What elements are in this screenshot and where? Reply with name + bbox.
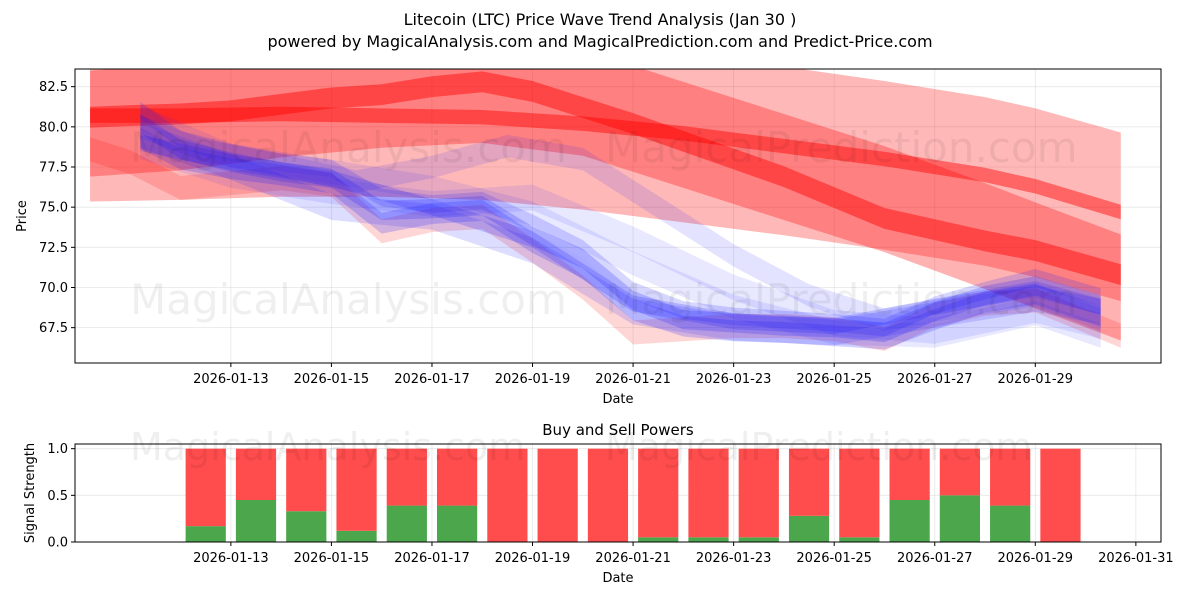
buy-bar bbox=[235, 500, 277, 542]
price-x-axis-label: Date bbox=[602, 392, 633, 407]
price-plot-area bbox=[75, 69, 1161, 363]
price-y-axis-label: Price bbox=[15, 200, 30, 232]
watermark-left-lower: MagicalAnalysis.com bbox=[130, 275, 567, 324]
sell-bar bbox=[738, 448, 779, 538]
sell-bar bbox=[688, 448, 729, 538]
sell-wave-band bbox=[90, 106, 1121, 220]
price-axis-ticks: 2026-01-13 2026-01-15 2026-01-17 2026-01-19… bbox=[39, 80, 1073, 387]
bar-x-tick-label: 2026-01-31 bbox=[1098, 551, 1174, 566]
buy-bar bbox=[386, 505, 427, 542]
buy-wave-band bbox=[140, 122, 1101, 346]
buy-bar bbox=[738, 537, 779, 542]
bar-x-tick-label: 2026-01-23 bbox=[696, 551, 772, 566]
sell-bar bbox=[839, 448, 880, 538]
price-wave-chart: MagicalAnalysis.com MagicalPrediction.co… bbox=[15, 68, 1162, 407]
x-tick-label: 2026-01-17 bbox=[394, 372, 470, 387]
sell-bar bbox=[889, 448, 930, 500]
buy-bar bbox=[990, 505, 1031, 542]
sell-bar bbox=[437, 448, 478, 506]
y-tick-label: 80.0 bbox=[39, 120, 68, 135]
sell-bar bbox=[185, 448, 226, 527]
x-tick-label: 2026-01-23 bbox=[696, 372, 772, 387]
x-tick-label: 2026-01-29 bbox=[998, 372, 1074, 387]
bar-y-tick-label: 1.0 bbox=[47, 442, 68, 457]
price-bands bbox=[90, 69, 1121, 351]
bar-x-tick-label: 2026-01-13 bbox=[193, 551, 269, 566]
sell-bar bbox=[990, 448, 1031, 506]
buy-sell-axis-ticks: 2026-01-13 2026-01-15 2026-01-17 2026-01-19… bbox=[47, 442, 1173, 566]
sell-bar bbox=[235, 448, 277, 500]
sell-bar bbox=[286, 448, 327, 512]
buy-bar bbox=[939, 495, 980, 542]
sell-bar bbox=[939, 448, 980, 496]
price-plot-frame bbox=[74, 68, 1162, 364]
sell-bar bbox=[336, 448, 377, 531]
bar-x-tick-label: 2026-01-17 bbox=[394, 551, 470, 566]
buy-sell-title: Buy and Sell Powers bbox=[542, 421, 694, 439]
watermark-bottom-left: MagicalAnalysis.com bbox=[130, 425, 525, 469]
buy-wave-band bbox=[140, 115, 1101, 331]
bar-y-tick-label: 0.5 bbox=[47, 489, 68, 504]
bar-x-tick-label: 2026-01-25 bbox=[796, 551, 872, 566]
sell-wave-band bbox=[90, 69, 1121, 302]
watermark-left: MagicalAnalysis.com bbox=[130, 123, 567, 172]
sell-wave-band bbox=[90, 69, 1121, 341]
sell-wave-band bbox=[90, 71, 1121, 286]
buy-sell-y-axis-label: Signal Strength bbox=[23, 443, 38, 543]
buy-sell-chart: Buy and Sell Powers MagicalAnalysis.com … bbox=[23, 421, 1174, 586]
x-tick-label: 2026-01-19 bbox=[495, 372, 571, 387]
x-tick-label: 2026-01-21 bbox=[595, 372, 671, 387]
watermark-right: MagicalPrediction.com bbox=[605, 123, 1078, 172]
y-tick-label: 75.0 bbox=[39, 201, 68, 216]
bar-x-tick-label: 2026-01-19 bbox=[495, 551, 571, 566]
bar-x-tick-label: 2026-01-29 bbox=[998, 551, 1074, 566]
buy-bar bbox=[889, 500, 930, 542]
buy-sell-x-axis-label: Date bbox=[602, 571, 633, 586]
buy-wave-band bbox=[140, 134, 1101, 335]
sell-bar bbox=[638, 448, 679, 538]
buy-bar bbox=[688, 537, 729, 542]
buy-wave-band bbox=[140, 105, 1101, 348]
bar-x-tick-label: 2026-01-27 bbox=[897, 551, 973, 566]
x-tick-label: 2026-01-27 bbox=[897, 372, 973, 387]
bar-y-tick-label: 0.0 bbox=[47, 536, 68, 551]
buy-bar bbox=[185, 526, 226, 542]
x-tick-label: 2026-01-13 bbox=[193, 372, 269, 387]
y-tick-label: 67.5 bbox=[39, 321, 68, 336]
buy-bar bbox=[839, 537, 880, 542]
chart-title: Litecoin (LTC) Price Wave Trend Analysis… bbox=[404, 10, 797, 29]
sell-bar bbox=[487, 448, 528, 542]
bar-x-tick-label: 2026-01-15 bbox=[294, 551, 370, 566]
sell-bar bbox=[386, 448, 427, 506]
bar-x-tick-label: 2026-01-21 bbox=[595, 551, 671, 566]
buy-sell-bars bbox=[185, 448, 1081, 542]
y-tick-label: 77.5 bbox=[39, 161, 68, 176]
buy-wave-band bbox=[140, 127, 1101, 350]
buy-wave-band bbox=[140, 133, 1101, 344]
buy-bar bbox=[437, 505, 478, 542]
buy-bar bbox=[788, 515, 830, 542]
price-grid bbox=[75, 69, 1161, 363]
y-tick-label: 72.5 bbox=[39, 241, 68, 256]
buy-bar bbox=[286, 511, 327, 542]
x-tick-label: 2026-01-15 bbox=[294, 372, 370, 387]
x-tick-label: 2026-01-25 bbox=[796, 372, 872, 387]
chart-subtitle: powered by MagicalAnalysis.com and Magic… bbox=[267, 32, 932, 51]
buy-bar bbox=[638, 537, 679, 542]
sell-bar bbox=[1040, 448, 1081, 542]
y-tick-label: 70.0 bbox=[39, 281, 68, 296]
buy-sell-plot-frame bbox=[74, 443, 1162, 543]
sell-bar bbox=[587, 448, 629, 542]
sell-bar bbox=[788, 448, 830, 516]
buy-bar bbox=[336, 530, 377, 542]
y-tick-label: 82.5 bbox=[39, 80, 68, 95]
buy-wave-band bbox=[140, 113, 1101, 343]
watermark-bottom-right: MagicalPrediction.com bbox=[605, 425, 1033, 469]
watermark-right-lower: MagicalPrediction.com bbox=[605, 275, 1078, 324]
sell-bar bbox=[537, 448, 578, 542]
sell-wave-band bbox=[90, 137, 1121, 351]
